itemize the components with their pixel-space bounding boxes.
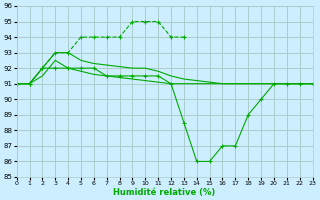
X-axis label: Humidité relative (%): Humidité relative (%) [114, 188, 216, 197]
